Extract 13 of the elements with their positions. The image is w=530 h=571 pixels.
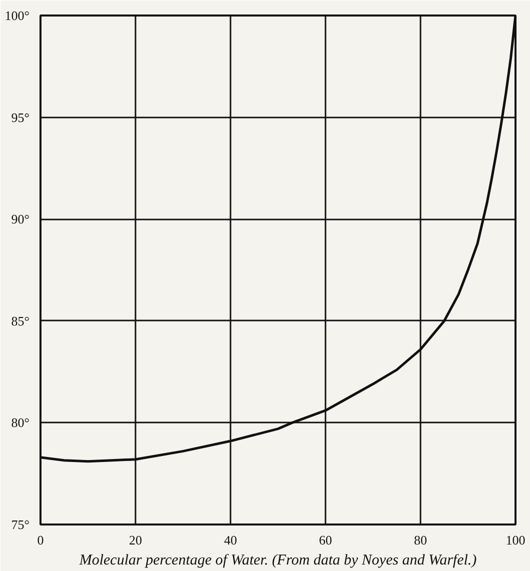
y-tick-label: 85° xyxy=(11,313,30,328)
x-tick-label: 20 xyxy=(129,532,142,548)
x-tick-label: 100 xyxy=(506,532,526,548)
y-tick-label: 100° xyxy=(4,8,30,23)
x-tick-label: 60 xyxy=(319,532,332,548)
x-tick-label: 40 xyxy=(224,532,237,548)
x-axis-title: Molecular percentage of Water. (From data by Noyes and Warfel.) xyxy=(78,552,477,568)
y-tick-label: 90° xyxy=(11,212,30,227)
x-tick-label: 80 xyxy=(414,532,427,548)
y-tick-label: 75° xyxy=(11,517,30,532)
y-tick-label: 80° xyxy=(11,415,30,430)
y-tick-label: 95° xyxy=(11,110,30,125)
x-tick-label: 0 xyxy=(37,532,44,548)
